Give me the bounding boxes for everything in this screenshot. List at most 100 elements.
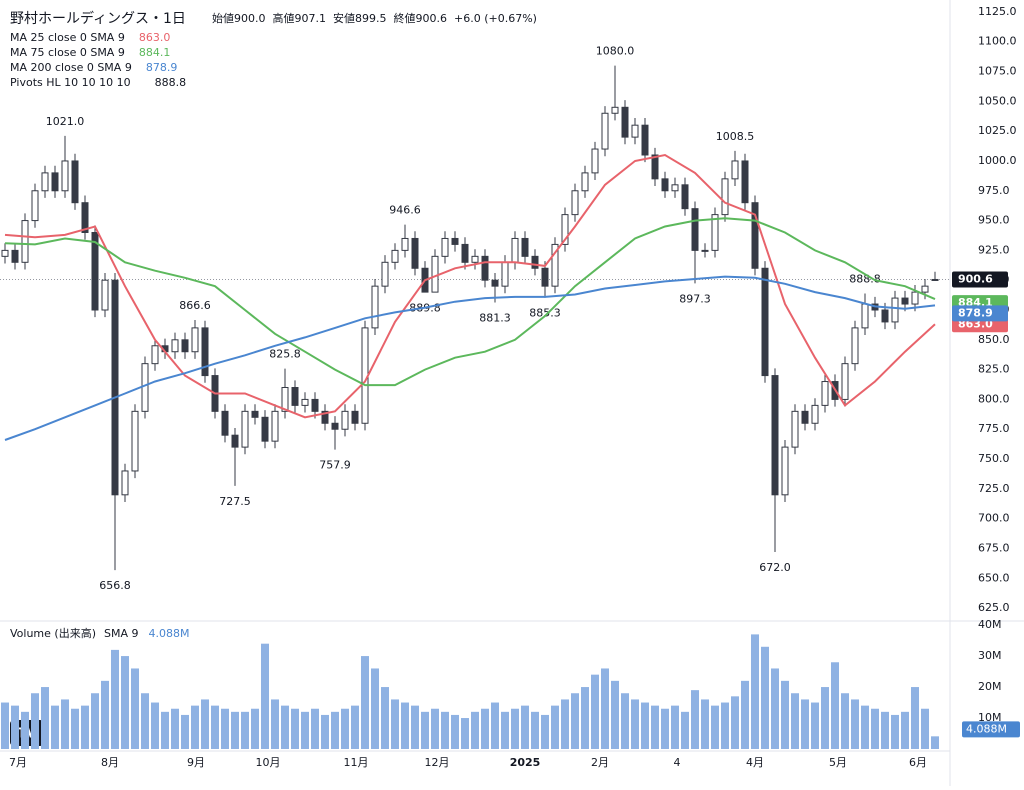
volume-bar	[311, 708, 319, 749]
moving-average	[4, 275, 936, 441]
y-tick-label: 725.0	[978, 482, 1010, 495]
candle-body	[771, 375, 779, 496]
volume-bar	[471, 711, 479, 749]
y-tick-label: 925.0	[978, 243, 1010, 256]
candle-body	[1, 249, 9, 257]
volume-bar	[1, 702, 9, 749]
candle-body	[741, 160, 749, 204]
x-tick-label: 7月	[9, 756, 27, 769]
volume-bar	[621, 693, 629, 749]
x-tick-label: 12月	[425, 756, 450, 769]
candle-body	[321, 410, 329, 424]
candle-body	[851, 327, 859, 365]
y-tick-label: 1125.0	[978, 5, 1017, 18]
legend-entry: MA 200 close 0 SMA 9	[10, 61, 132, 74]
candle-body	[171, 339, 179, 353]
candle-body	[781, 446, 789, 496]
candle-body	[501, 261, 509, 287]
candle-body	[891, 297, 899, 323]
volume-bar	[591, 674, 599, 749]
volume-bar	[191, 705, 199, 749]
candle-body	[491, 279, 499, 287]
volume-bar	[731, 696, 739, 749]
x-tick-label: 6月	[909, 756, 927, 769]
candle-body	[911, 291, 919, 305]
volume-bar	[281, 705, 289, 749]
volume-bar	[871, 708, 879, 749]
candle-body	[281, 387, 289, 412]
volume-bar	[461, 718, 469, 749]
ohlc-text: 高値907.1	[273, 11, 327, 25]
volume-bar	[911, 687, 919, 749]
volume-tick-label: 10M	[978, 711, 1002, 724]
chart-title: 野村ホールディングス・1日	[10, 10, 186, 27]
volume-bar	[121, 656, 129, 749]
y-tick-label: 1100.0	[978, 35, 1017, 48]
candle-body	[721, 178, 729, 216]
candle-body	[611, 106, 619, 114]
candle-body	[901, 297, 909, 305]
volume-bar	[611, 680, 619, 749]
volume-bar	[651, 705, 659, 749]
moving-average	[4, 217, 936, 387]
ohlc-text: 終値900.6	[394, 11, 448, 25]
volume-bar	[131, 668, 139, 749]
volume-bar	[541, 714, 549, 749]
x-tick-label: 4	[674, 756, 681, 769]
x-tick-label: 9月	[187, 756, 205, 769]
candle-body	[141, 363, 149, 412]
candle-body	[401, 237, 409, 251]
candle-body	[391, 249, 399, 263]
volume-bar	[721, 702, 729, 749]
candle-body	[541, 267, 549, 287]
candle-body	[921, 285, 929, 293]
pivot-high-label: 888.8	[849, 273, 881, 286]
candle-body	[71, 160, 79, 204]
volume-bar	[761, 646, 769, 749]
candle-body	[131, 410, 139, 472]
candle-body	[151, 345, 159, 365]
volume-bar	[481, 708, 489, 749]
candle-body	[51, 172, 59, 192]
candle-body	[81, 202, 89, 233]
last-price-tag	[952, 271, 1008, 288]
volume-bar	[101, 680, 109, 749]
volume-bar	[301, 711, 309, 749]
y-tick-label: 750.0	[978, 452, 1010, 465]
pivot-low-label: 885.3	[529, 307, 561, 320]
candle-body	[671, 184, 679, 192]
volume-bar	[751, 634, 759, 749]
volume-bar	[881, 711, 889, 749]
volume-bar	[291, 708, 299, 749]
y-tick-label: 625.0	[978, 601, 1010, 614]
volume-bar	[261, 643, 269, 749]
candle-body	[451, 237, 459, 245]
ma-tag	[952, 305, 1008, 322]
volume-bar	[221, 708, 229, 749]
volume-bar	[491, 702, 499, 749]
candle-body	[561, 214, 569, 245]
volume-bar	[61, 699, 69, 749]
candle-body	[841, 363, 849, 400]
candle-body	[381, 261, 389, 287]
pivot-high-label: 946.6	[389, 204, 421, 217]
candle-body	[601, 112, 609, 150]
candle-body	[551, 243, 559, 287]
legend-entry: Pivots HL 10 10 10 10	[10, 76, 131, 89]
volume-bar	[21, 711, 29, 749]
volume-bar	[771, 668, 779, 749]
candle-body	[531, 255, 539, 269]
candle-body	[311, 398, 319, 412]
candle-body	[751, 202, 759, 269]
volume-bar	[81, 705, 89, 749]
pivot-low-label: 897.3	[679, 292, 711, 305]
volume-bar	[171, 708, 179, 749]
candle-body	[111, 279, 119, 496]
volume-bar	[571, 693, 579, 749]
candle-body	[761, 267, 769, 377]
candle-body	[581, 172, 589, 192]
volume-bar	[91, 693, 99, 749]
volume-title: Volume (出来高)	[10, 626, 96, 640]
y-tick-label: 1075.0	[978, 65, 1017, 78]
